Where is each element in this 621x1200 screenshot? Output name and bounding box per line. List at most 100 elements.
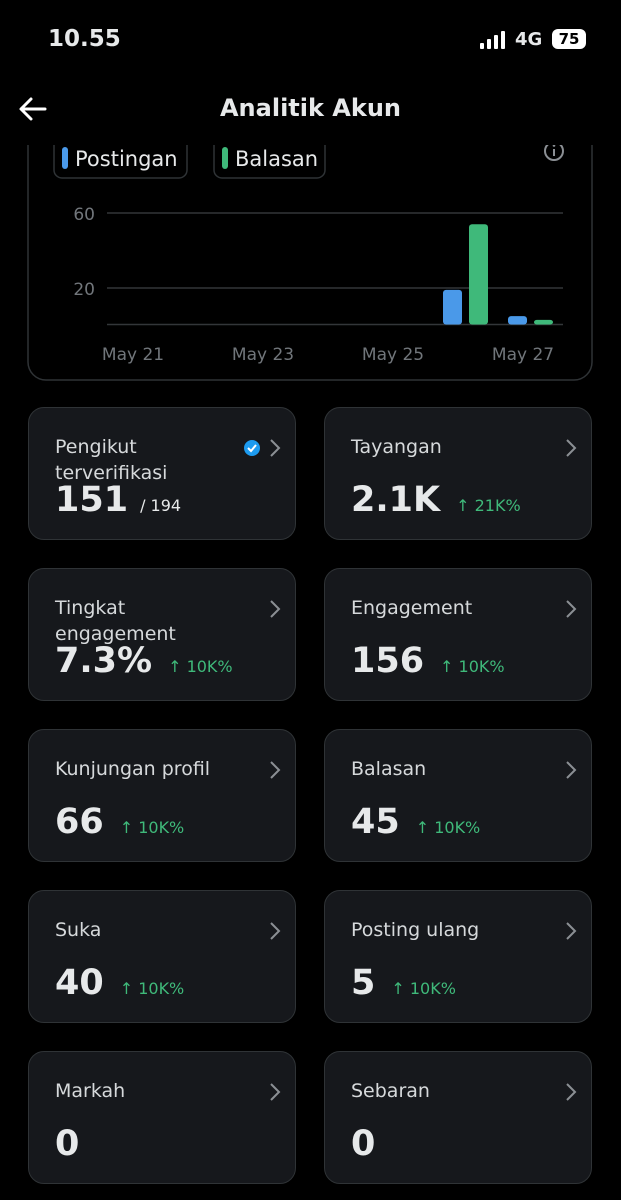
chevron-path xyxy=(566,922,577,940)
metric-card[interactable]: Engagement 156 ↑ 10K% xyxy=(324,568,592,701)
value-text: 151 xyxy=(55,480,129,520)
chevron xyxy=(566,761,577,779)
card-value: 66 xyxy=(55,802,104,842)
bar xyxy=(469,224,488,325)
change-text: 10K% xyxy=(138,979,185,998)
badge-circle xyxy=(244,440,260,456)
back-button[interactable] xyxy=(18,96,48,122)
chevron xyxy=(566,439,577,457)
chevron xyxy=(566,1083,577,1101)
card-title: Pengikut terverifikasi xyxy=(55,436,168,484)
bar xyxy=(443,289,462,325)
legend-label: Balasan xyxy=(235,147,318,171)
legend-item[interactable]: Postingan xyxy=(53,129,188,179)
change: ↑ 10K% xyxy=(391,979,456,998)
battery: 75 xyxy=(552,29,586,49)
card-value: 7.3% xyxy=(55,641,152,681)
value-text: 0 xyxy=(351,1124,376,1164)
card-value: 5 xyxy=(351,963,375,1003)
metric-card[interactable]: Markah 0 xyxy=(28,1051,296,1184)
card-value: 2.1K xyxy=(351,480,440,520)
chevron-path xyxy=(566,439,577,457)
value-text: 5 xyxy=(351,963,376,1003)
up-arrow: ↑ xyxy=(168,657,187,676)
change: ↑ 10K% xyxy=(120,818,185,837)
chevron xyxy=(566,600,577,618)
chart: Postingan Balasan 20 60 May 21 May 23 May 25 Ma… xyxy=(27,99,593,381)
up-arrow: ↑ xyxy=(119,979,139,998)
card-value: 0 xyxy=(55,1124,79,1164)
value-text: 0 xyxy=(55,1124,80,1164)
network: 4G xyxy=(515,29,543,50)
chevron-path xyxy=(270,439,281,457)
card-title: Tayangan xyxy=(351,436,442,458)
x-tick-label: May 23 xyxy=(232,345,294,365)
metric-card[interactable]: Kunjungan profil 66 ↑ 10K% xyxy=(28,729,296,862)
chevron-path xyxy=(270,600,281,618)
change-text: 10K% xyxy=(434,818,481,837)
up-arrow: ↑ xyxy=(415,818,435,837)
change-text: 10K% xyxy=(138,818,185,837)
signal-icon xyxy=(480,31,505,49)
badge-check xyxy=(247,444,257,453)
chevron xyxy=(566,922,577,940)
value-total: / 194 xyxy=(140,496,182,515)
card-value: 45 xyxy=(351,802,400,842)
change-text: 10K% xyxy=(409,979,456,998)
change-text: 10K% xyxy=(186,657,233,676)
value-text: 156 xyxy=(351,641,425,681)
x-tick-label: May 21 xyxy=(102,345,164,365)
change-text: 21K% xyxy=(474,496,521,515)
bar xyxy=(534,319,553,325)
up-arrow: ↑ xyxy=(391,979,410,998)
card-title: Suka xyxy=(55,919,102,941)
card-value: 151 / 194 xyxy=(55,480,181,520)
chevron-path xyxy=(270,922,281,940)
value-text: 2.1K xyxy=(351,480,441,520)
value-text: 40 xyxy=(55,963,104,1003)
bar xyxy=(508,316,527,325)
chevron-path xyxy=(566,761,577,779)
legend-swatch xyxy=(62,147,68,169)
metric-card[interactable]: Balasan 45 ↑ 10K% xyxy=(324,729,592,862)
card-title: Tingkat engagement xyxy=(55,597,176,645)
metric-card[interactable]: Sebaran 0 xyxy=(324,1051,592,1184)
card-value: 40 xyxy=(55,963,104,1003)
card-title: Sebaran xyxy=(351,1080,430,1102)
card-value: 156 xyxy=(351,641,424,681)
metric-card[interactable]: Suka 40 ↑ 10K% xyxy=(28,890,296,1023)
legend-swatch xyxy=(222,147,228,169)
chevron xyxy=(270,600,281,618)
y-tick-label: 60 xyxy=(73,205,95,225)
card-title: Posting ulang xyxy=(351,919,480,941)
change-text: 10K% xyxy=(458,657,505,676)
clock: 10.55 xyxy=(48,26,121,52)
chevron xyxy=(270,922,281,940)
y-tick-label: 20 xyxy=(73,280,95,300)
card-title: Balasan xyxy=(351,758,427,780)
chevron xyxy=(270,1083,281,1101)
change: ↑ 10K% xyxy=(416,818,481,837)
value-text: 45 xyxy=(351,802,400,842)
card-title: Markah xyxy=(55,1080,126,1102)
value-text: 66 xyxy=(55,802,104,842)
legend-item[interactable]: Balasan xyxy=(213,129,326,179)
x-tick-label: May 27 xyxy=(492,345,554,365)
chevron-path xyxy=(566,1083,577,1101)
metric-card[interactable]: Tingkat engagement 7.3% ↑ 10K% xyxy=(28,568,296,701)
up-arrow: ↑ xyxy=(119,818,139,837)
chevron-path xyxy=(270,1083,281,1101)
up-arrow: ↑ xyxy=(456,496,475,515)
card-title: Engagement xyxy=(351,597,473,619)
card-title: Kunjungan profil xyxy=(55,758,211,780)
page-title: Analitik Akun xyxy=(219,94,402,122)
change: ↑ 10K% xyxy=(440,657,505,676)
metric-card[interactable]: Tayangan 2.1K ↑ 21K% xyxy=(324,407,592,540)
metric-card[interactable]: Pengikut terverifikasi 151 / 194 xyxy=(28,407,296,540)
legend-label: Postingan xyxy=(75,147,178,171)
verified-badge xyxy=(244,440,260,456)
card-value: 0 xyxy=(351,1124,375,1164)
metric-card[interactable]: Posting ulang 5 ↑ 10K% xyxy=(324,890,592,1023)
change: ↑ 21K% xyxy=(456,496,521,515)
